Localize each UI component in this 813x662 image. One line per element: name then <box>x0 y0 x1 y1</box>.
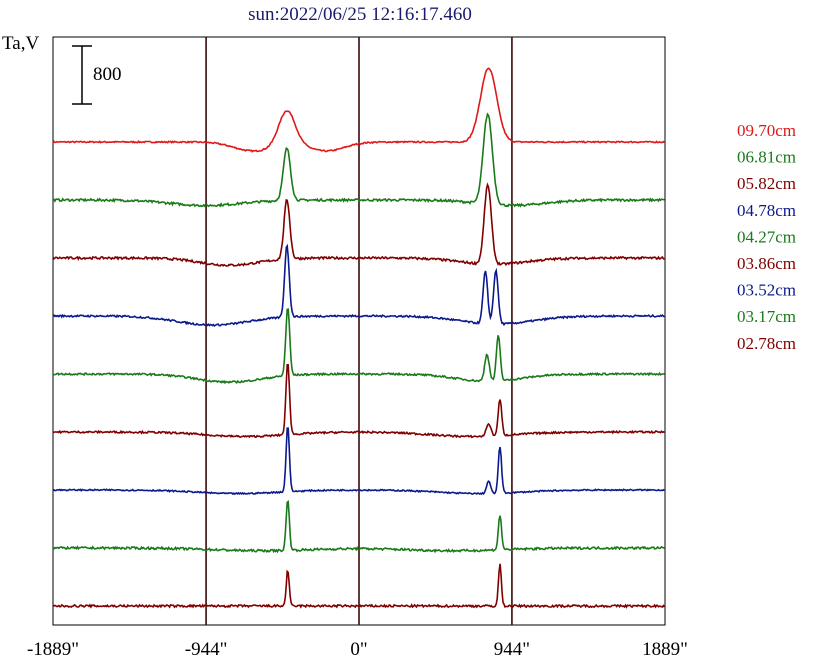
trace-03.52cm <box>52 427 665 496</box>
reference-lines <box>205 37 513 625</box>
x-tick-label: -944" <box>185 639 228 660</box>
legend-item: 02.78cm <box>737 334 796 353</box>
scale-bar-label: 800 <box>93 64 122 85</box>
trace-03.17cm <box>52 500 665 554</box>
x-tick-labels: -1889" -944" 0" 944" 1889" <box>27 639 688 660</box>
x-tick-label: 0" <box>350 639 367 660</box>
trace-05.82cm <box>52 182 665 267</box>
legend-item: 04.27cm <box>737 227 796 246</box>
legend-item: 03.17cm <box>737 307 796 326</box>
chart-title: sun:2022/06/25 12:16:17.460 <box>248 4 472 25</box>
scale-bar: 800 <box>72 45 122 105</box>
legend-item: 03.52cm <box>737 281 796 300</box>
trace-04.27cm <box>52 308 665 385</box>
trace-02.78cm <box>52 563 666 609</box>
x-tick-label: -1889" <box>27 639 79 660</box>
trace-04.78cm <box>52 243 665 327</box>
legend-item: 09.70cm <box>737 121 796 140</box>
x-tick-label: 944" <box>494 639 530 660</box>
x-tick-label: 1889" <box>642 639 688 660</box>
legend-item: 04.78cm <box>737 201 796 220</box>
legend-item: 05.82cm <box>737 174 796 193</box>
legend: 09.70cm 06.81cm 05.82cm 04.78cm 04.27cm 03.86… <box>737 121 796 353</box>
trace-03.86cm <box>52 363 665 439</box>
legend-item: 06.81cm <box>737 148 796 167</box>
legend-item: 03.86cm <box>737 254 796 273</box>
trace-06.81cm <box>52 112 665 208</box>
y-axis-label: Ta,V <box>2 33 39 54</box>
trace-09.70cm <box>52 67 665 153</box>
traces <box>52 67 666 609</box>
